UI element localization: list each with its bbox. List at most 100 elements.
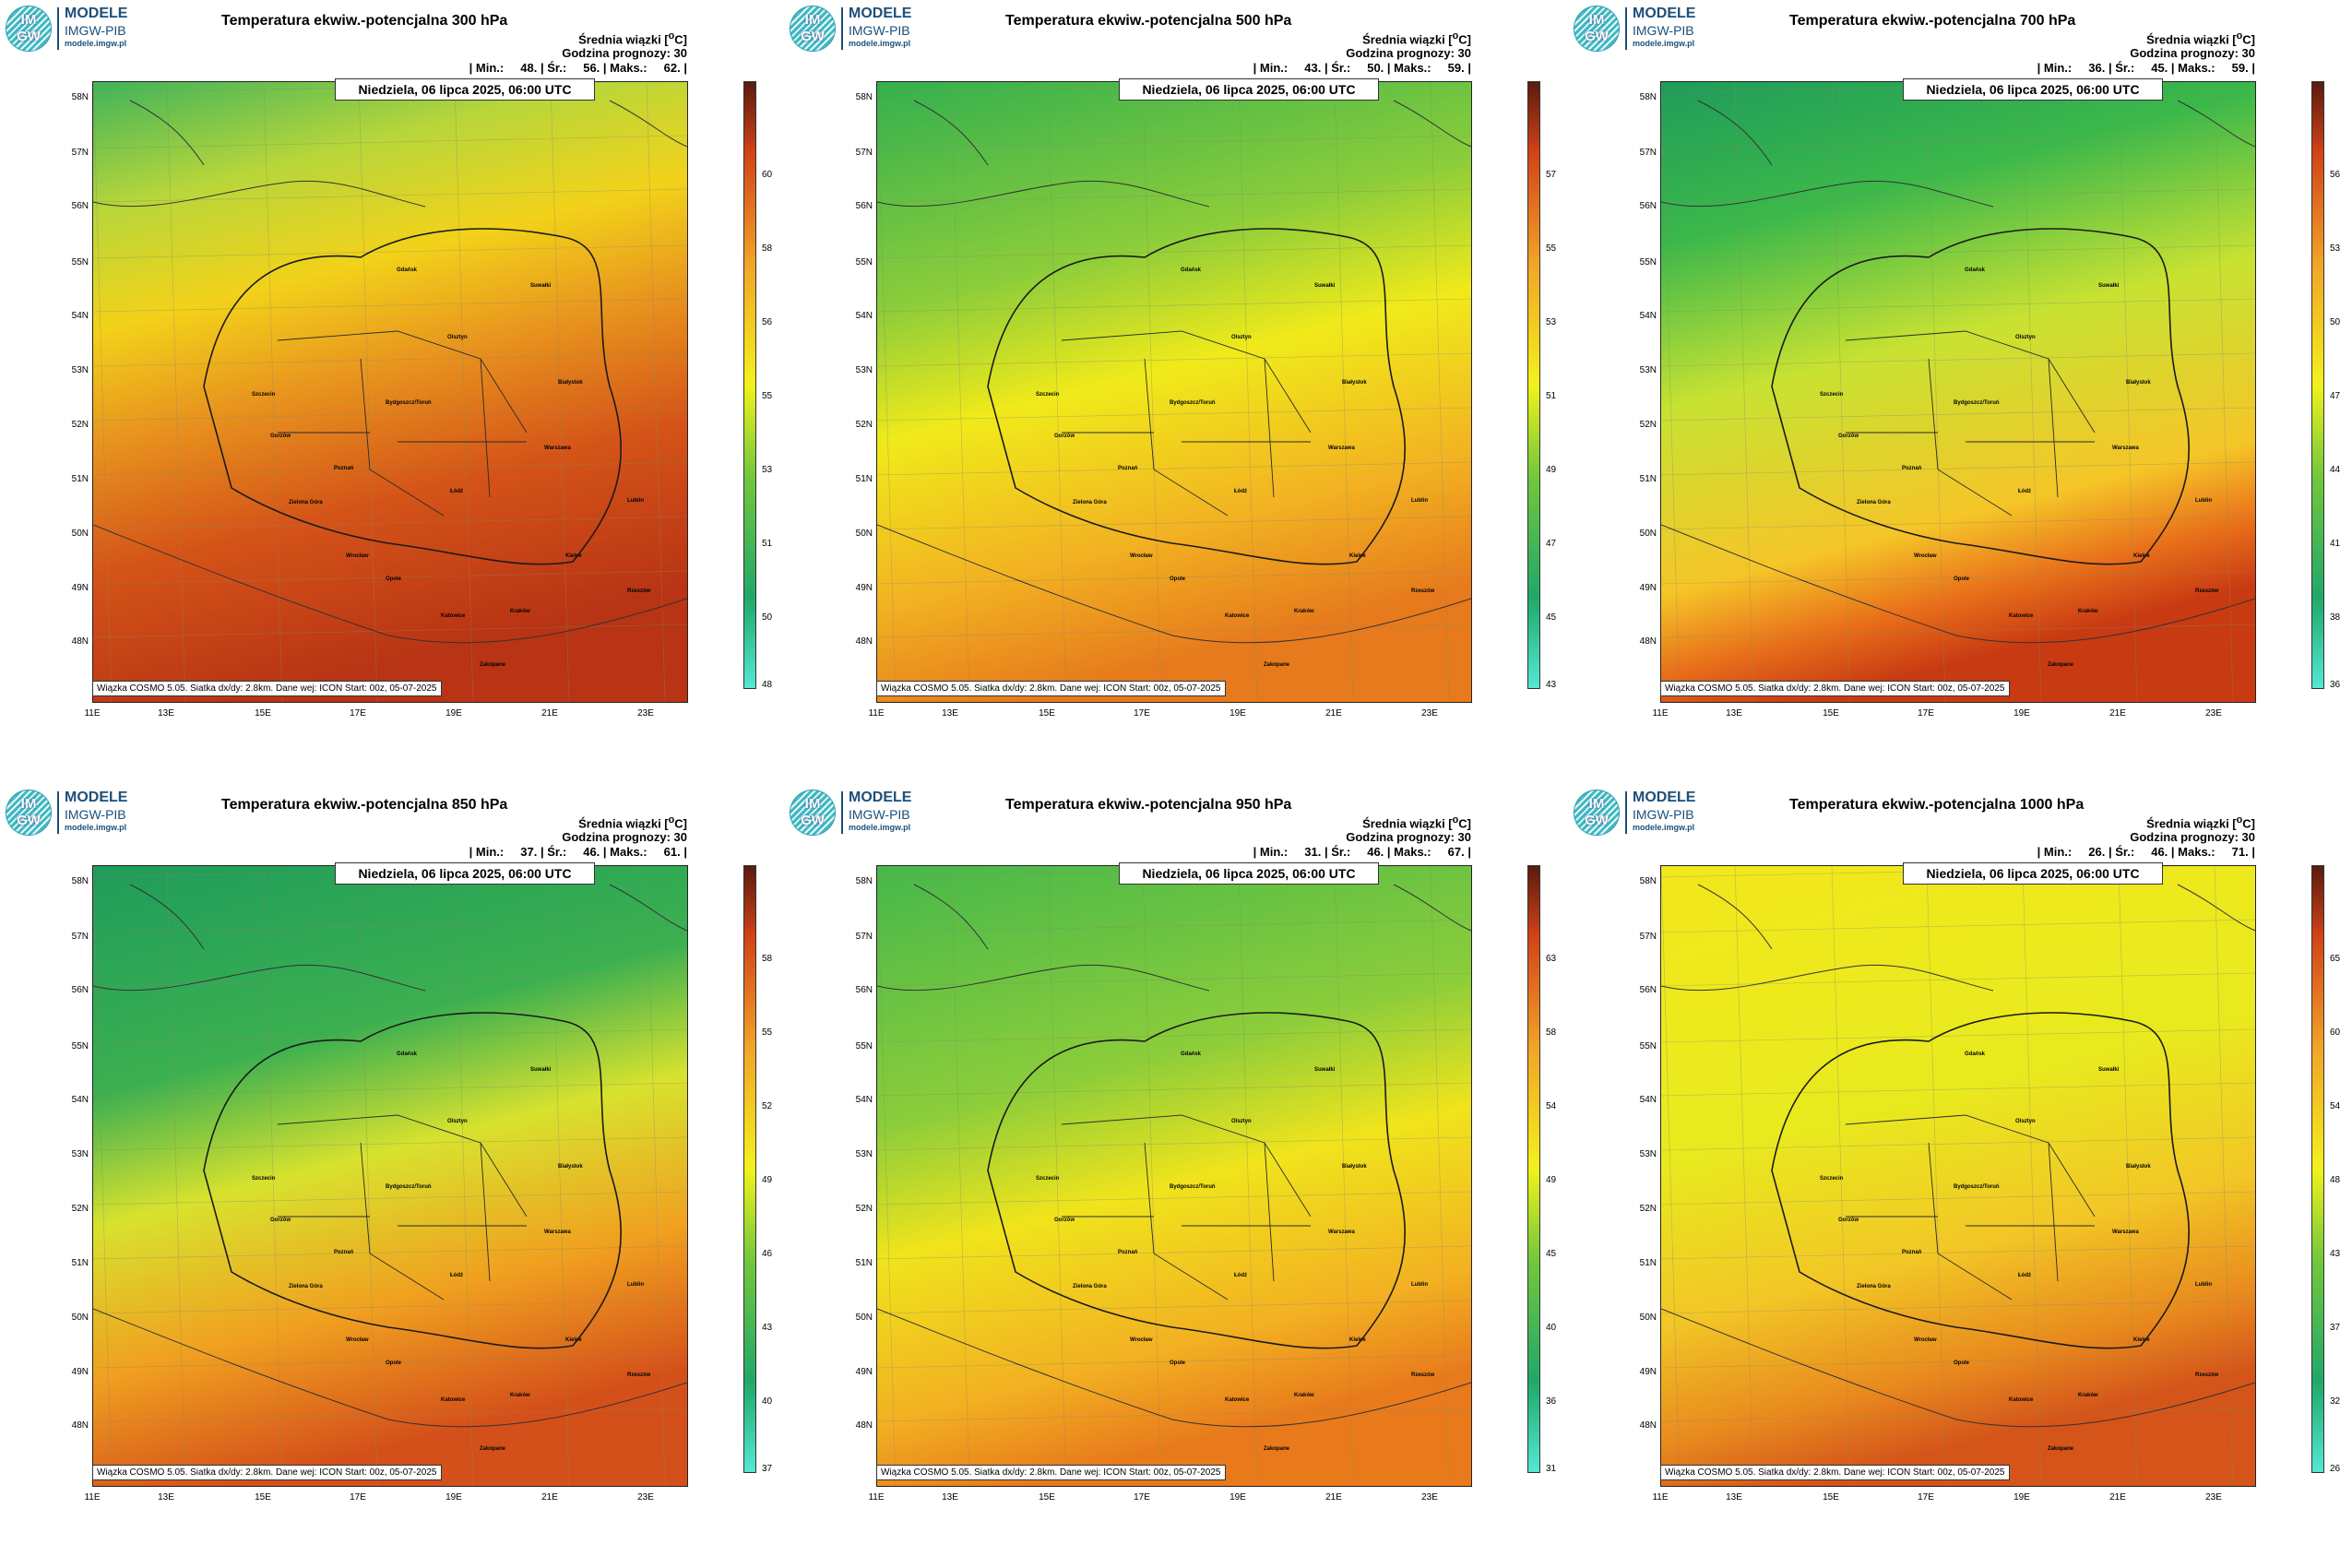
- city-label: Gdańsk: [1181, 267, 1202, 273]
- latitude-label: 48N: [855, 636, 873, 647]
- latitude-label: 48N: [1639, 1420, 1657, 1431]
- latitude-label: 54N: [1639, 1095, 1657, 1105]
- forecast-date: Niedziela, 06 lipca 2025, 06:00 UTC: [335, 78, 595, 101]
- panel-title: Temperatura ekwiw.-potencjalna 700 hPa: [1789, 13, 2076, 29]
- logo-emblem: IM GW: [1574, 790, 1620, 836]
- legend-header: Średnia wiązki [oC] Godzina prognozy: 30: [1346, 814, 1471, 844]
- latitude-label: 52N: [855, 1204, 873, 1214]
- latitude-label: 58N: [71, 92, 89, 102]
- legend-label: Średnia wiązki [oC]: [2130, 814, 2255, 830]
- colorbar-tick-label: 40: [1546, 1323, 1557, 1333]
- latitude-label: 58N: [855, 876, 873, 886]
- logo-url: modele.imgw.pl: [1633, 39, 1695, 48]
- city-label: Gdańsk: [1965, 1051, 1986, 1057]
- city-label: Zielona Góra: [1857, 500, 1891, 505]
- latitude-label: 55N: [71, 1041, 89, 1051]
- logo-emblem-top: IM: [804, 796, 821, 812]
- logo-title: MODELE: [65, 6, 128, 21]
- logo-emblem-top: IM: [1588, 12, 1605, 28]
- longitude-label: 11E: [868, 1492, 885, 1503]
- logo-url: modele.imgw.pl: [65, 823, 127, 832]
- latitude-label: 57N: [1639, 148, 1657, 158]
- colorbar-tick-label: 37: [762, 1464, 773, 1474]
- map-area: [1660, 81, 2256, 703]
- city-label: Opole: [1170, 576, 1186, 582]
- longitude-label: 19E: [445, 708, 462, 719]
- city-label: Kraków: [2078, 609, 2098, 614]
- imgw-logo: IM GW MODELE IMGW-PIB modele.imgw.pl: [1574, 790, 1712, 836]
- map-canvas: [93, 82, 687, 702]
- longitude-label: 21E: [541, 1492, 558, 1503]
- city-label: Kraków: [2078, 1393, 2098, 1398]
- city-label: Warszawa: [2112, 445, 2139, 451]
- city-label: Gorzów: [270, 434, 291, 439]
- colorbar-tick-label: 47: [2330, 391, 2341, 401]
- coastline-and-borders: [93, 100, 687, 644]
- colorbar-tick-label: 50: [762, 612, 773, 623]
- longitude-label: 13E: [158, 708, 174, 719]
- longitude-label: 21E: [2109, 1492, 2126, 1503]
- logo-subtitle: IMGW-PIB: [1633, 23, 1694, 38]
- latitude-label: 58N: [855, 92, 873, 102]
- legend-header: Średnia wiązki [oC] Godzina prognozy: 30: [562, 814, 687, 844]
- logo-divider: [57, 7, 59, 50]
- longitude-label: 13E: [942, 1492, 958, 1503]
- city-label: Poznań: [1118, 1250, 1138, 1255]
- panel-title: Temperatura ekwiw.-potencjalna 950 hPa: [1005, 797, 1292, 813]
- latitude-label: 57N: [855, 148, 873, 158]
- city-label: Szczecin: [1820, 1176, 1844, 1182]
- colorbar-tick-label: 26: [2330, 1464, 2341, 1474]
- colorbar-tick-label: 45: [1546, 1249, 1557, 1259]
- city-label: Gdańsk: [397, 267, 418, 273]
- province-borders: [1845, 1114, 2096, 1301]
- legend-label: Średnia wiązki [oC]: [2130, 30, 2255, 46]
- imgw-logo: IM GW MODELE IMGW-PIB modele.imgw.pl: [6, 790, 144, 836]
- city-label: Poznań: [334, 466, 354, 471]
- longitude-label: 15E: [255, 1492, 271, 1503]
- logo-emblem: IM GW: [790, 790, 836, 836]
- country-border: [987, 1012, 1406, 1349]
- legend-label-text: Średnia wiązki [: [578, 816, 669, 831]
- colorbar-tick-label: 57: [1546, 170, 1557, 180]
- city-label: Kielce: [565, 1337, 582, 1343]
- forecast-panel: IM GW MODELE IMGW-PIB modele.imgw.pl Temperat…: [1568, 0, 2352, 784]
- legend-label: Średnia wiązki [oC]: [562, 814, 687, 830]
- legend-label: Średnia wiązki [oC]: [1346, 30, 1471, 46]
- city-label: Białystok: [2126, 380, 2151, 386]
- latitude-label: 54N: [71, 311, 89, 321]
- latitude-label: 58N: [71, 876, 89, 886]
- city-label: Olsztyn: [447, 335, 468, 340]
- coastline-and-borders: [1661, 884, 2255, 1428]
- colorbar-tick-label: 53: [762, 465, 773, 475]
- city-label: Łódź: [2018, 489, 2031, 494]
- longitude-label: 21E: [541, 708, 558, 719]
- logo-url: modele.imgw.pl: [849, 39, 911, 48]
- latitude-label: 57N: [855, 932, 873, 942]
- city-label: Kielce: [565, 553, 582, 559]
- colorbar-tick-label: 58: [762, 244, 773, 254]
- city-label: Suwałki: [530, 283, 552, 289]
- city-label: Zielona Góra: [1857, 1284, 1891, 1289]
- city-label: Zakopane: [1264, 662, 1290, 668]
- city-label: Suwałki: [2098, 283, 2120, 289]
- colorbar-tick-label: 48: [2330, 1175, 2341, 1185]
- panel-title: Temperatura ekwiw.-potencjalna 500 hPa: [1005, 13, 1292, 29]
- longitude-label: 21E: [1325, 708, 1342, 719]
- logo-subtitle: IMGW-PIB: [849, 807, 910, 822]
- forecast-date: Niedziela, 06 lipca 2025, 06:00 UTC: [335, 862, 595, 885]
- latitude-label: 53N: [1639, 365, 1657, 375]
- city-label: Zielona Góra: [289, 1284, 323, 1289]
- latitude-label: 51N: [71, 474, 89, 484]
- logo-emblem-top: IM: [20, 796, 37, 812]
- logo-url: modele.imgw.pl: [1633, 823, 1695, 832]
- city-label: Lublin: [627, 1282, 644, 1288]
- city-label: Poznań: [1118, 466, 1138, 471]
- longitude-label: 19E: [2013, 708, 2030, 719]
- city-label: Warszawa: [1328, 445, 1355, 451]
- province-borders: [1061, 1114, 1312, 1301]
- city-label: Zielona Góra: [289, 500, 323, 505]
- city-label: Warszawa: [2112, 1229, 2139, 1235]
- model-info: Wiązka COSMO 5.05. Siatka dx/dy: 2.8km. …: [1660, 681, 2010, 696]
- colorbar: [743, 81, 756, 689]
- logo-title: MODELE: [1633, 6, 1696, 21]
